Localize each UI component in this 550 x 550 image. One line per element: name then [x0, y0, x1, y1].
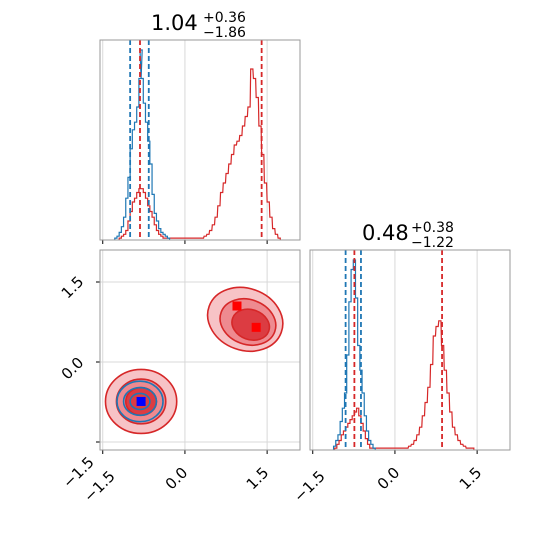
joint-red-marker-1: [251, 322, 261, 332]
title-param2-minus: −1.22: [411, 235, 454, 251]
joint-frame: [99, 249, 301, 451]
title-param1: 1.04 +0.36 −1.86: [151, 10, 246, 41]
joint-blue-contour-inner: [129, 392, 151, 411]
joint-xtick-label-1: 0.0: [162, 464, 192, 494]
joint-blue-contour-mid: [122, 386, 158, 417]
joint-blue-contour-outer: [116, 380, 164, 423]
title-param2: 0.48 +0.38 −1.22: [362, 220, 454, 251]
panel-histogram-param1: [99, 39, 301, 244]
panel-joint-2d: [96, 249, 301, 454]
title-param1-value: 1.04: [151, 11, 198, 35]
title-param2-value: 0.48: [362, 221, 409, 245]
hist2-xtick-label-0: −1.5: [290, 467, 328, 505]
hist2-xtick-label-1: 0.0: [374, 464, 404, 494]
joint-blue-marker: [136, 396, 146, 406]
joint-red-contour-inner-2: [231, 308, 271, 341]
hist2-frame: [309, 249, 511, 451]
hist2-xtick-label-2: 1.5: [456, 464, 486, 494]
joint-ytick-label-2: 1.5: [58, 273, 88, 303]
hist1-frame: [99, 39, 301, 241]
joint-xtick-label-2: 1.5: [243, 464, 273, 494]
joint-red-marker-0: [232, 301, 242, 311]
title-param2-plus: +0.38: [411, 220, 454, 236]
joint-ytick-label-1: 0.0: [58, 354, 88, 384]
hist1-blue-histogram: [114, 49, 171, 240]
title-param1-minus: −1.86: [203, 25, 246, 41]
hist1-red-histogram: [118, 68, 281, 240]
hist2-red-histogram: [334, 320, 475, 450]
panel-histogram-param2: [309, 249, 511, 454]
title-param1-plus: +0.36: [203, 10, 246, 26]
